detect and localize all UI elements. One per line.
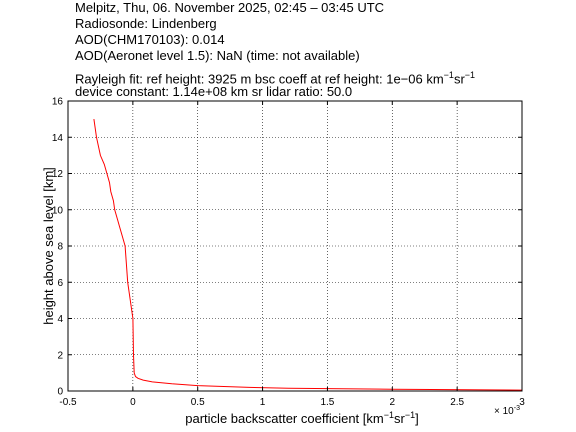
y-axis-ticks: 0 2 4 6 8 10 12 14 16 bbox=[52, 97, 522, 398]
x-axis-label-end: ] bbox=[415, 411, 419, 426]
y-tick-label: 8 bbox=[57, 242, 63, 253]
grid-lines bbox=[68, 101, 522, 391]
y-tick-label: 0 bbox=[57, 387, 63, 398]
x-tick-label: 2.5 bbox=[450, 397, 464, 408]
x-axis-multiplier: × 10-3 bbox=[494, 405, 520, 417]
x-tick-label: 1.5 bbox=[320, 397, 334, 408]
y-tick-label: 16 bbox=[52, 97, 64, 108]
chart-title-location: Melpitz, Thu, 06. November 2025, 02:45 –… bbox=[75, 0, 385, 15]
y-axis-label: height above sea level [km] bbox=[41, 167, 56, 325]
x-tick-label: 0 bbox=[130, 397, 136, 408]
y-tick-label: 12 bbox=[52, 169, 64, 180]
x-tick-label: 0.5 bbox=[191, 397, 205, 408]
y-tick-label: 14 bbox=[52, 133, 64, 144]
rayleigh-fit-sup1: −1 bbox=[443, 70, 454, 80]
x-axis-multiplier-base: × 10 bbox=[494, 406, 514, 417]
chart-title-aod-chm: AOD(CHM170103): 0.014 bbox=[75, 32, 225, 47]
plot-area bbox=[68, 101, 522, 391]
chart-title-aod-aeronet: AOD(Aeronet level 1.5): NaN (time: not a… bbox=[75, 48, 360, 63]
series-line bbox=[93, 119, 523, 391]
y-tick-label: 2 bbox=[57, 350, 63, 361]
chart-title-rayleigh-fit: Rayleigh fit: ref height: 3925 m bsc coe… bbox=[75, 67, 475, 87]
y-tick-label: 4 bbox=[57, 314, 63, 325]
data-series bbox=[93, 119, 523, 391]
chart-title-radiosonde: Radiosonde: Lindenberg bbox=[75, 16, 217, 31]
x-axis-label-sup1: −1 bbox=[384, 410, 394, 420]
x-axis-label: particle backscatter coefficient [km−1sr… bbox=[185, 410, 418, 426]
x-axis-multiplier-exp: -3 bbox=[514, 405, 520, 412]
rayleigh-fit-text: Rayleigh fit: ref height: 3925 m bsc coe… bbox=[75, 71, 444, 87]
rayleigh-fit-sup2: −1 bbox=[464, 70, 476, 80]
x-axis-label-sup2: −1 bbox=[405, 410, 415, 420]
x-axis-label-sr: sr bbox=[394, 411, 406, 426]
x-tick-label: 2 bbox=[390, 397, 396, 408]
chart-title-device-constant: device constant: 1.14e+08 km sr lidar ra… bbox=[75, 84, 353, 99]
rayleigh-fit-unit-sr: sr bbox=[453, 71, 465, 87]
x-axis-ticks: -0.5 0 0.5 1 1.5 2 2.5 3 bbox=[59, 101, 525, 408]
x-tick-label: 3 bbox=[519, 397, 525, 408]
y-tick-label: 10 bbox=[52, 205, 64, 216]
y-tick-label: 6 bbox=[57, 278, 63, 289]
x-axis-label-main: particle backscatter coefficient [km bbox=[185, 411, 383, 426]
x-tick-label: 1 bbox=[260, 397, 266, 408]
x-tick-label: -0.5 bbox=[59, 397, 77, 408]
